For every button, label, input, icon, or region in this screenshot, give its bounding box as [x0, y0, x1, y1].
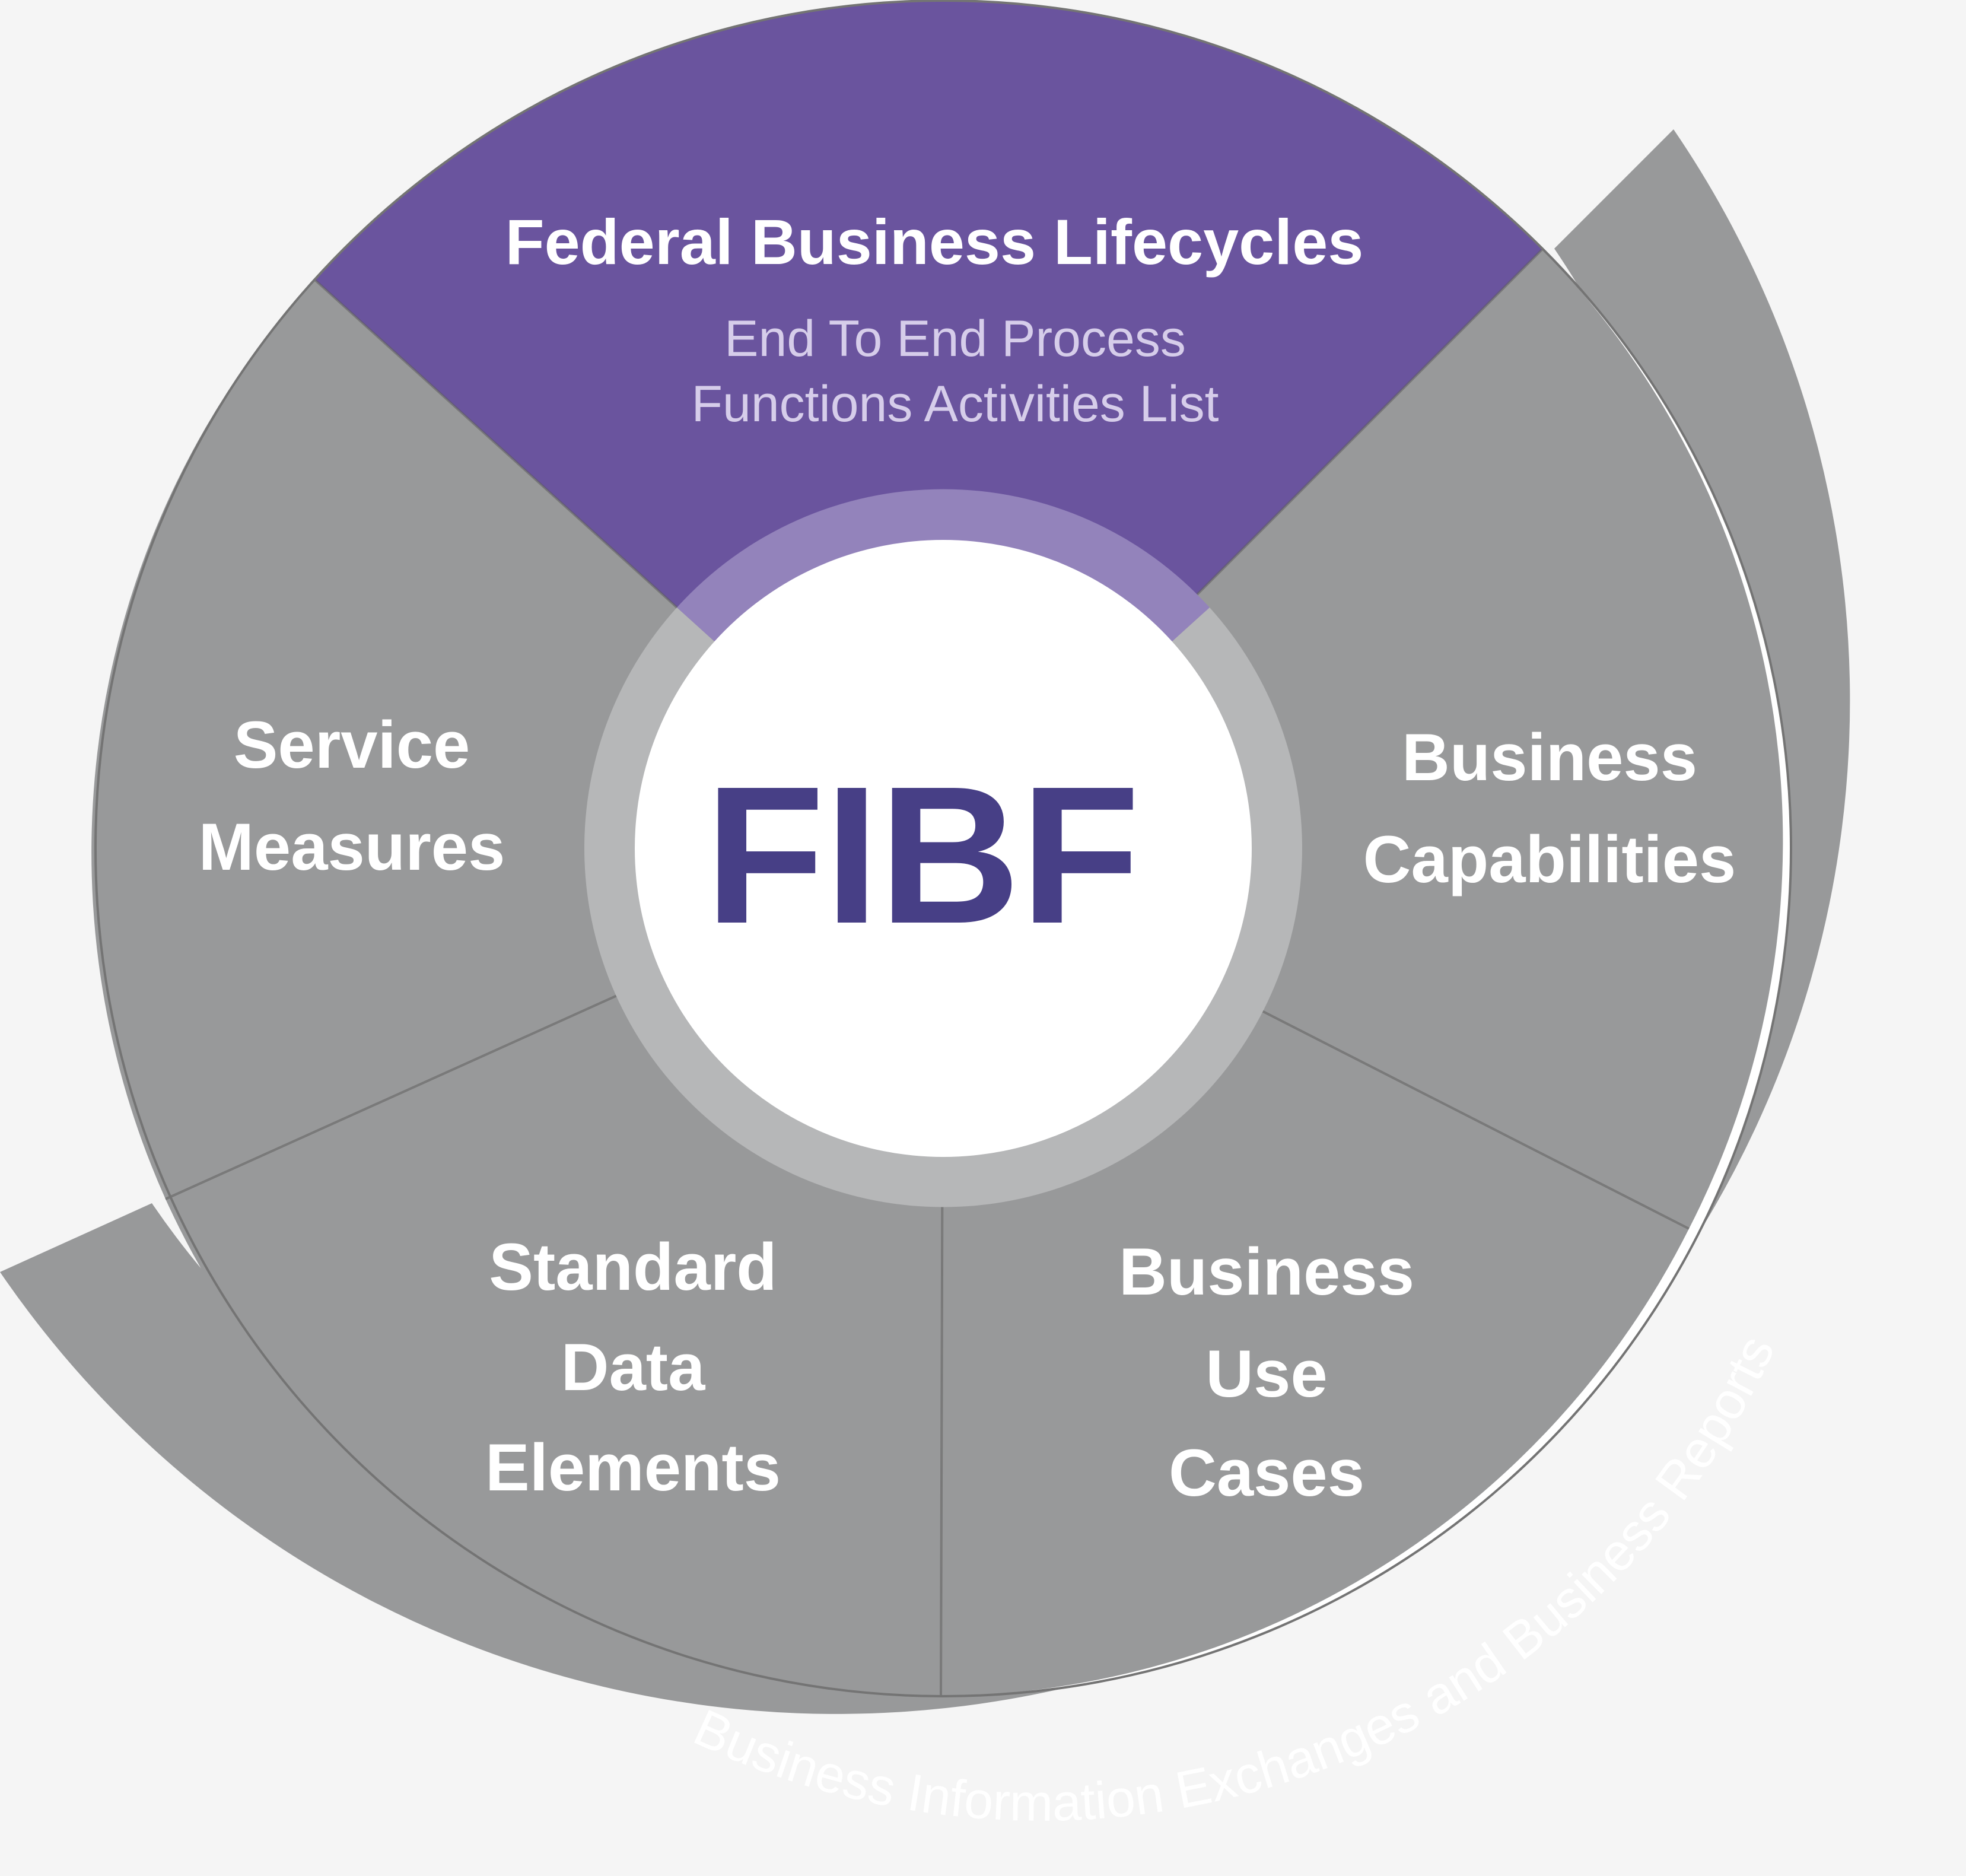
segment-subtitle-lifecycles-2: Functions Activities List	[691, 376, 1219, 433]
main-circle-rim	[94, 0, 1792, 1697]
segment-label-use-cases-3: Cases	[1169, 1436, 1364, 1510]
segment-label-service-measures-2: Measures	[199, 810, 505, 884]
segment-subtitle-lifecycles-1: End To End Process	[724, 310, 1186, 367]
segment-label-capabilities-1: Business	[1402, 720, 1697, 794]
segment-label-capabilities-2: Capabilities	[1363, 822, 1736, 896]
segment-label-use-cases-2: Use	[1205, 1337, 1327, 1411]
center-label: FIBF	[705, 745, 1140, 964]
segment-label-data-elements-1: Standard	[489, 1230, 777, 1304]
outer-ring-band	[0, 129, 1850, 1714]
segment-title-lifecycles: Federal Business Lifecycles	[505, 206, 1364, 278]
segment-label-data-elements-2: Data	[561, 1330, 705, 1404]
segment-service-measures[interactable]	[91, 279, 943, 1199]
center-circle	[635, 540, 1252, 1157]
segment-federal-business-lifecycles[interactable]	[314, 1, 1542, 848]
segment-label-data-elements-3: Elements	[485, 1430, 781, 1505]
segment-label-use-cases-1: Business	[1119, 1235, 1414, 1309]
segment-business-capabilities[interactable]	[943, 249, 1783, 1229]
segment-label-service-measures-1: Service	[234, 708, 470, 782]
